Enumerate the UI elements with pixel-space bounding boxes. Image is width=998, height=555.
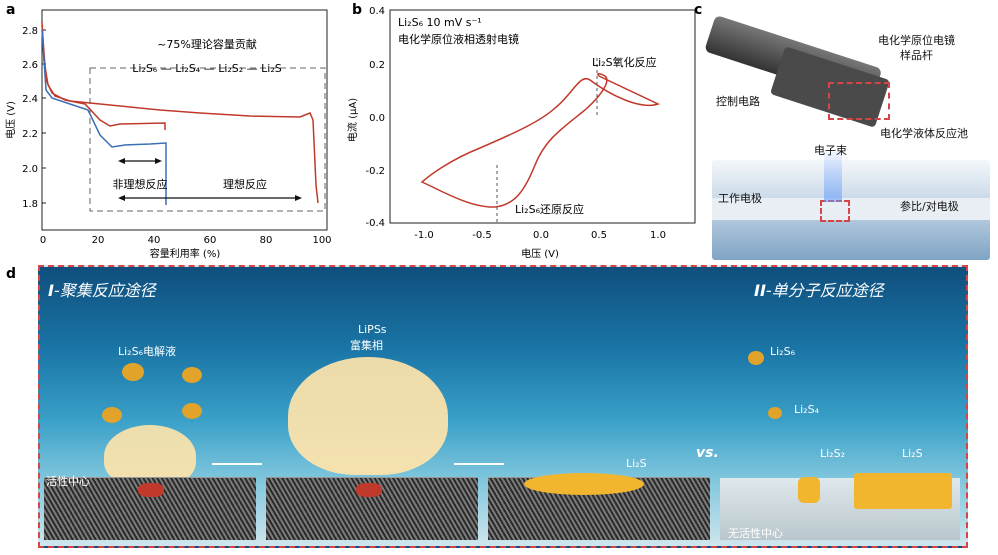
electron-beam <box>824 152 842 202</box>
a-ytick: 2.6 <box>22 60 38 71</box>
s-final-label: Li₂S <box>902 447 923 460</box>
a-ytick: 2.8 <box>22 26 38 37</box>
li2s2-bar <box>798 477 820 503</box>
a-xtick: 40 <box>148 235 161 246</box>
no-active-label: 无活性中心 <box>728 527 783 540</box>
chart-b-legend-2: 电化学原位液相透射电镜 <box>398 32 519 46</box>
chart-b: 0.4 0.2 0.0 -0.2 -0.4 -1.0 -0.5 0.0 0.5 … <box>346 6 696 260</box>
small-droplet <box>104 425 196 487</box>
path2-text: -单分子反应途径 <box>765 281 884 300</box>
chart-a-annotation-reaction: Li₂S₆ — Li₂S₄ — Li₂S₂ — Li₂S <box>132 62 282 75</box>
working-electrode-label: 工作电极 <box>718 192 762 205</box>
path1-prefix: I <box>48 281 54 300</box>
chart-a-frame <box>41 9 328 231</box>
s6-label: Li₂S₆ <box>770 345 795 358</box>
b-xtick: -1.0 <box>414 230 434 241</box>
li2s-bar <box>854 473 952 509</box>
panel-label-a: a <box>6 2 16 18</box>
holder-label-2: 样品杆 <box>900 49 933 62</box>
chart-b-frame <box>389 9 696 224</box>
b-ytick: 0.2 <box>369 60 385 71</box>
cell-highlight-box <box>828 82 890 120</box>
a-xtick: 80 <box>260 235 273 246</box>
b-xtick: 0.0 <box>533 230 549 241</box>
li2s-product-label: Li₂S <box>626 457 647 470</box>
chart-a-yticks: 2.8 2.6 2.4 2.2 2.0 1.8 <box>22 26 46 210</box>
chart-b-cv-curve <box>420 72 661 208</box>
electrolyte-label: Li₂S₆电解液 <box>118 345 176 358</box>
active-site <box>138 483 164 497</box>
s4-label: Li₂S₄ <box>794 403 819 416</box>
panel-label-b: b <box>352 2 363 18</box>
sample-holder-image <box>704 4 891 128</box>
a-xtick: 0 <box>40 235 46 246</box>
holder-label-1: 电化学原位电镜 <box>878 34 955 47</box>
a-xtick: 60 <box>204 235 217 246</box>
panel-d-scene: I-聚集反应途径 II-单分子反应途径 Li₂S₆电解液 LiPSs 富集相 活… <box>38 265 968 548</box>
stage-arrow <box>212 463 262 465</box>
counter-electrode-label: 参比/对电极 <box>900 200 959 213</box>
b-ytick: -0.4 <box>365 218 385 229</box>
active-center-label: 活性中心 <box>46 475 90 488</box>
path1-text: -聚集反应途径 <box>53 281 156 300</box>
path2-prefix: II <box>754 281 766 300</box>
path2-title: II-单分子反应途径 <box>754 277 884 301</box>
lipss-label-2: 富集相 <box>350 339 383 352</box>
chart-a-ylabel: 电压 (V) <box>4 101 17 139</box>
b-ytick: -0.2 <box>365 166 385 177</box>
cluster <box>182 367 202 383</box>
a-ytick: 2.4 <box>22 94 38 105</box>
molecule <box>768 407 782 419</box>
chart-b-reduction-label: Li₂S₆还原反应 <box>515 202 584 216</box>
cell-cross-section <box>712 152 990 260</box>
chart-a-xticks: 0 20 40 60 80 100 <box>40 235 332 246</box>
cluster <box>122 363 144 381</box>
a-xtick: 100 <box>312 235 331 246</box>
control-circuit-label: 控制电路 <box>716 95 760 108</box>
chart-a-annotation-title: ~75%理论容量贡献 <box>157 37 257 51</box>
a-xtick: 20 <box>92 235 105 246</box>
beam-label: 电子束 <box>814 144 847 157</box>
s2-label: Li₂S₂ <box>820 447 845 460</box>
b-xtick: 1.0 <box>650 230 666 241</box>
a-ytick: 1.8 <box>22 199 38 210</box>
chart-a-red-curve-2 <box>41 24 166 130</box>
a-ytick: 2.0 <box>22 164 38 175</box>
chart-a-blue-curve <box>41 29 167 205</box>
chart-b-legend-1: Li₂S₆ 10 mV s⁻¹ <box>398 16 482 29</box>
li2s-deposit <box>524 473 644 495</box>
cluster <box>182 403 202 419</box>
b-xtick: -0.5 <box>472 230 492 241</box>
chart-b-oxidation-label: Li₂S氧化反应 <box>592 55 657 69</box>
chart-a-nonideal-label: 非理想反应 <box>113 177 168 191</box>
a-ytick: 2.2 <box>22 129 38 140</box>
stage-arrow <box>454 463 504 465</box>
cell-label: 电化学液体反应池 <box>880 127 968 140</box>
b-xtick: 0.5 <box>591 230 607 241</box>
vs-label: vs. <box>696 445 719 461</box>
path1-title: I-聚集反应途径 <box>48 277 156 301</box>
chart-b-ylabel: 电流 (μA) <box>346 98 359 142</box>
chart-a-ideal-label: 理想反应 <box>223 177 267 191</box>
chart-a: 2.8 2.6 2.4 2.2 2.0 1.8 0 20 40 60 80 10… <box>4 9 332 260</box>
cluster <box>102 407 122 423</box>
chart-a-annotation-box <box>89 67 326 212</box>
b-ytick: 0.4 <box>369 6 385 17</box>
large-droplet <box>288 357 448 475</box>
b-ytick: 0.0 <box>369 113 385 124</box>
panel-label-d: d <box>6 266 17 282</box>
lipss-label-1: LiPSs <box>358 323 387 336</box>
beam-region-box <box>820 200 850 222</box>
panel-label-c: c <box>694 2 703 18</box>
chart-b-yticks: 0.4 0.2 0.0 -0.2 -0.4 <box>365 6 385 229</box>
molecule <box>748 351 764 365</box>
chart-b-xlabel: 电压 (V) <box>521 247 559 260</box>
chart-a-xlabel: 容量利用率 (%) <box>150 247 221 260</box>
chart-b-xticks: -1.0 -0.5 0.0 0.5 1.0 <box>414 230 666 241</box>
active-site <box>356 483 382 497</box>
